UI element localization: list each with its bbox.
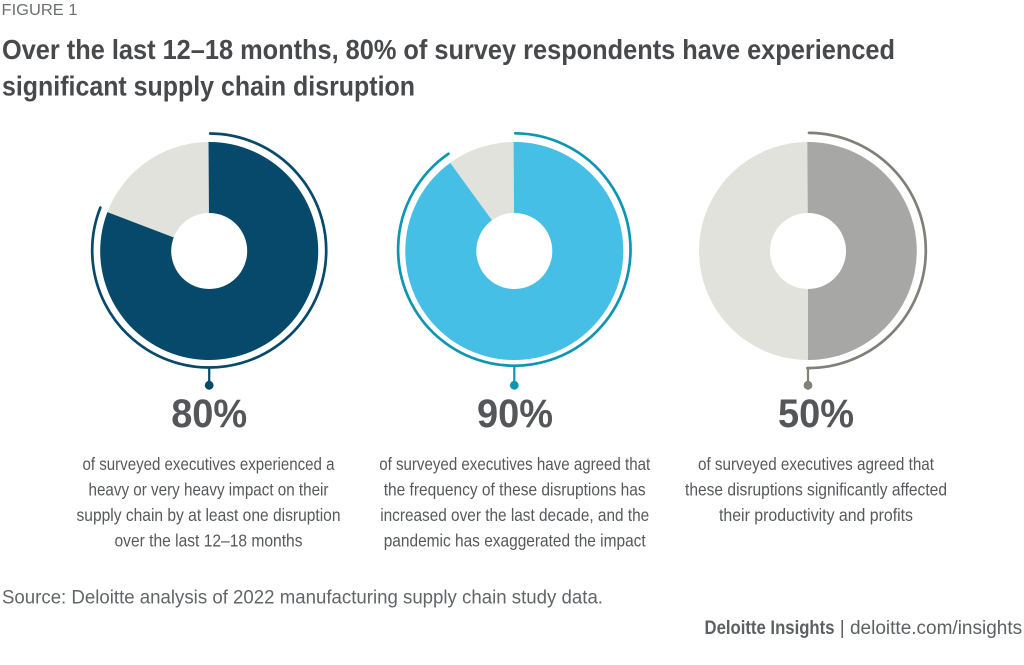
svg-text:significant supply chain disru: significant supply chain disruption [2, 70, 415, 101]
svg-text:of surveyed executives agreed: of surveyed executives agreed that [698, 454, 934, 474]
svg-text:of surveyed executives experie: of surveyed executives experienced a [83, 454, 335, 474]
svg-text:80%: 80% [171, 392, 247, 436]
svg-text:supply chain by at least one d: supply chain by at least one disruption [77, 505, 341, 525]
svg-text:these disruptions significantl: these disruptions significantly affected [685, 480, 947, 500]
svg-text:pandemic has exaggerated the i: pandemic has exaggerated the impact [384, 531, 646, 551]
svg-text:increased over the last decade: increased over the last decade, and the [380, 505, 649, 525]
svg-text:of surveyed executives have ag: of surveyed executives have agreed that [379, 454, 650, 474]
svg-text:FIGURE 1: FIGURE 1 [2, 2, 78, 19]
svg-text:heavy or very heavy impact on: heavy or very heavy impact on their [89, 480, 329, 500]
svg-text:the frequency of these disrupt: the frequency of these disruptions has [384, 480, 646, 500]
svg-text:Source: Deloitte analysis of 2: Source: Deloitte analysis of 2022 manufa… [2, 587, 603, 608]
svg-text:over the last 12–18 months: over the last 12–18 months [115, 531, 303, 551]
svg-text:Over the last 12–18 months, 80: Over the last 12–18 months, 80% of surve… [2, 34, 895, 65]
svg-text:90%: 90% [477, 392, 553, 436]
svg-text:Deloitte Insights | deloitte.c: Deloitte Insights | deloitte.com/insight… [705, 618, 1023, 639]
svg-text:50%: 50% [778, 392, 854, 436]
svg-text:their productivity and profits: their productivity and profits [719, 505, 913, 525]
